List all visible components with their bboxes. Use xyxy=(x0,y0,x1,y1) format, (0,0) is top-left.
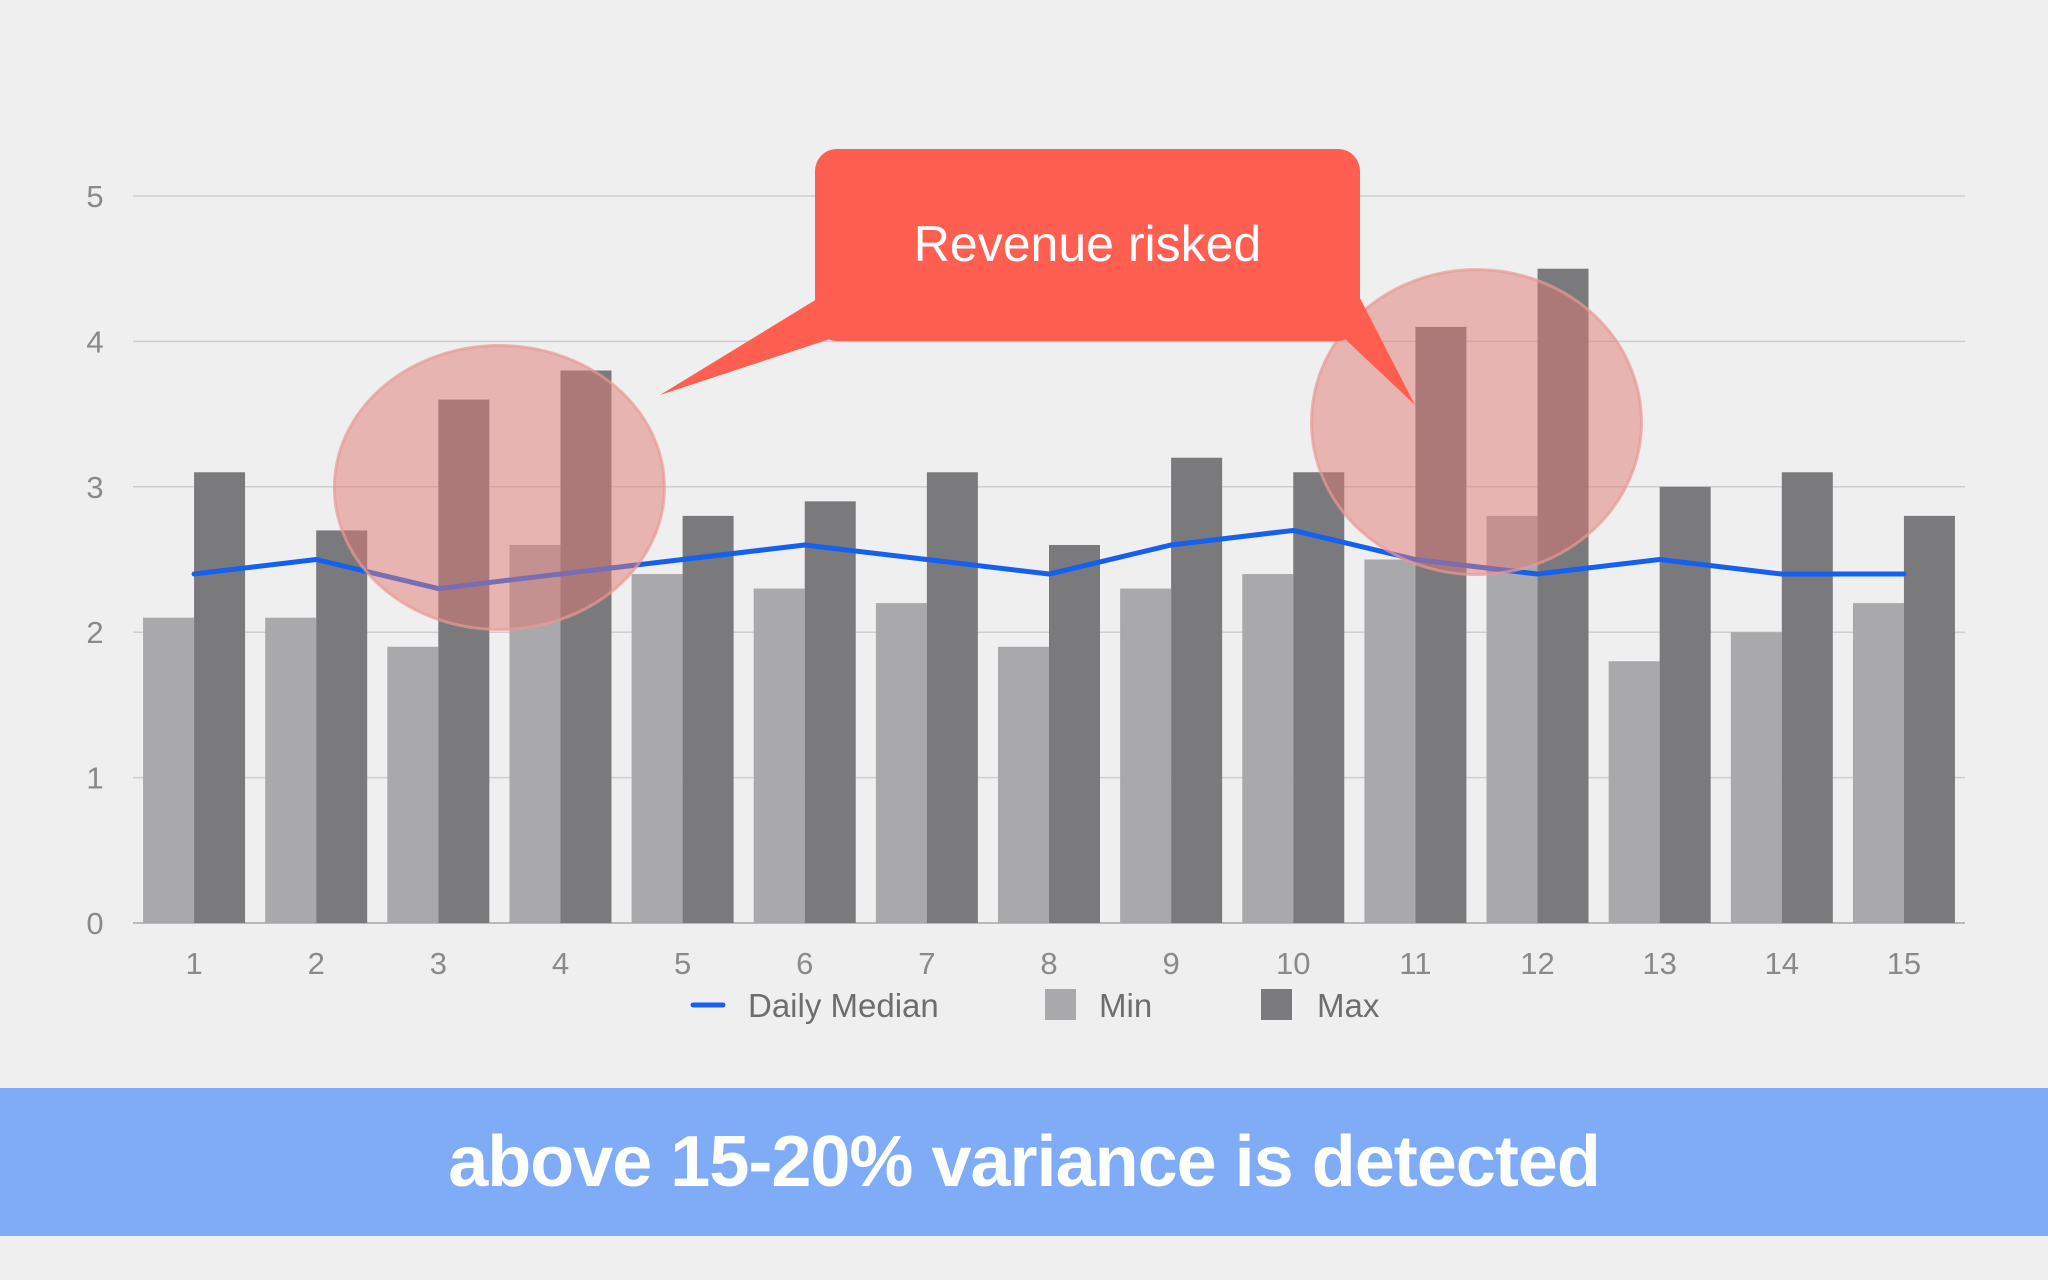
bar-min xyxy=(265,617,317,923)
legend-label-max: Max xyxy=(1317,987,1380,1024)
bar-max xyxy=(1293,472,1345,923)
x-tick-label: 15 xyxy=(1887,946,1921,981)
bar-min xyxy=(143,617,195,923)
bar-min xyxy=(1730,632,1782,923)
legend-label-median: Daily Median xyxy=(748,987,939,1024)
x-tick-label: 6 xyxy=(796,946,813,981)
bar-max xyxy=(1171,457,1223,923)
bars-layer xyxy=(143,268,1955,924)
y-tick-label: 0 xyxy=(86,906,103,941)
highlight-layer xyxy=(332,268,1643,632)
bar-min xyxy=(1242,574,1294,923)
bar-max xyxy=(804,501,856,923)
bar-max xyxy=(926,472,978,923)
y-tick-label: 4 xyxy=(86,324,103,359)
bar-min xyxy=(1486,515,1538,923)
bar-max xyxy=(1049,544,1100,923)
x-tick-label: 4 xyxy=(552,946,569,981)
y-tick-label: 2 xyxy=(86,615,103,650)
x-tick-label: 10 xyxy=(1276,946,1310,981)
y-tick-label: 5 xyxy=(86,179,103,214)
bar-max xyxy=(194,472,246,923)
legend-label-min: Min xyxy=(1099,987,1152,1024)
x-tick-label: 7 xyxy=(918,946,935,981)
bar-min xyxy=(875,603,927,923)
x-tick-label: 12 xyxy=(1520,946,1554,981)
bar-max xyxy=(1659,486,1711,923)
x-tick-label: 13 xyxy=(1642,946,1676,981)
banner: above 15-20% variance is detected xyxy=(0,1088,2048,1236)
x-tick-label: 14 xyxy=(1765,946,1799,981)
highlight-circle xyxy=(332,344,666,632)
bar-min xyxy=(1852,603,1904,923)
legend-swatch-min xyxy=(1045,989,1076,1020)
bar-min xyxy=(1120,588,1172,923)
callout-pointer-left xyxy=(660,291,830,395)
bar-min xyxy=(1608,661,1660,923)
bar-max xyxy=(1781,472,1833,923)
x-tick-label: 8 xyxy=(1040,946,1057,981)
legend-layer: Daily Median Min Max xyxy=(690,987,1380,1024)
highlight-circle xyxy=(1309,268,1643,577)
bar-min xyxy=(998,646,1049,923)
x-tick-label: 11 xyxy=(1399,946,1431,981)
bar-max xyxy=(1903,515,1955,923)
bar-max xyxy=(316,530,368,923)
callout-box xyxy=(815,149,1360,341)
banner-text: above 15-20% variance is detected xyxy=(448,1122,1601,1202)
x-tick-label: 5 xyxy=(674,946,691,981)
x-tick-label: 2 xyxy=(308,946,325,981)
bar-max xyxy=(682,515,734,923)
y-tick-label: 1 xyxy=(86,761,103,796)
callout-pointer-right xyxy=(1345,269,1415,405)
x-tick-label: 3 xyxy=(430,946,447,981)
legend-swatch-max xyxy=(1261,989,1292,1020)
callout-layer: Revenue risked xyxy=(660,149,1415,405)
x-tick-label: 1 xyxy=(185,946,202,981)
bar-min xyxy=(753,588,805,923)
bar-min xyxy=(387,646,439,923)
bar-min xyxy=(631,574,683,923)
callout-text: Revenue risked xyxy=(914,216,1261,272)
x-tick-label: 9 xyxy=(1163,946,1180,981)
bar-min xyxy=(1364,559,1416,923)
y-tick-label: 3 xyxy=(86,470,103,505)
